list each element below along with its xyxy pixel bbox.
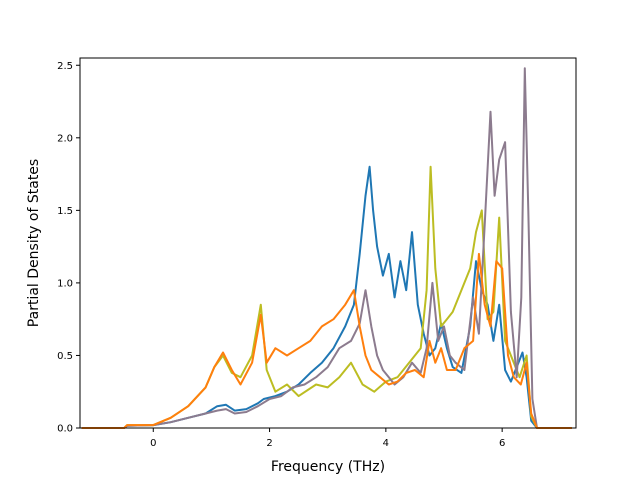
x-axis-label: Frequency (THz)	[271, 459, 385, 475]
y-tick-label: 1.0	[57, 278, 73, 289]
x-tick-label: 0	[150, 438, 156, 449]
x-tick-label: 4	[383, 438, 389, 449]
y-tick-label: 0.0	[57, 424, 73, 435]
x-tick-label: 2	[266, 438, 272, 449]
series-line-1	[81, 165, 572, 429]
plot-frame	[79, 57, 577, 429]
y-tick-label: 1.5	[57, 206, 73, 217]
series-line-3	[81, 67, 572, 429]
y-axis-ticks: 0.0 0.5 1.0 1.5 2.0 2.5	[57, 61, 80, 435]
x-axis-ticks: 0 2 4 6	[150, 428, 505, 449]
y-tick-label: 2.0	[57, 133, 73, 144]
y-axis-label: Partial Density of States	[26, 159, 42, 327]
y-tick-label: 0.5	[57, 351, 73, 362]
x-tick-label: 6	[499, 438, 505, 449]
plot-series-group	[81, 67, 572, 429]
y-tick-label: 2.5	[57, 61, 73, 72]
series-line-4	[81, 252, 572, 429]
